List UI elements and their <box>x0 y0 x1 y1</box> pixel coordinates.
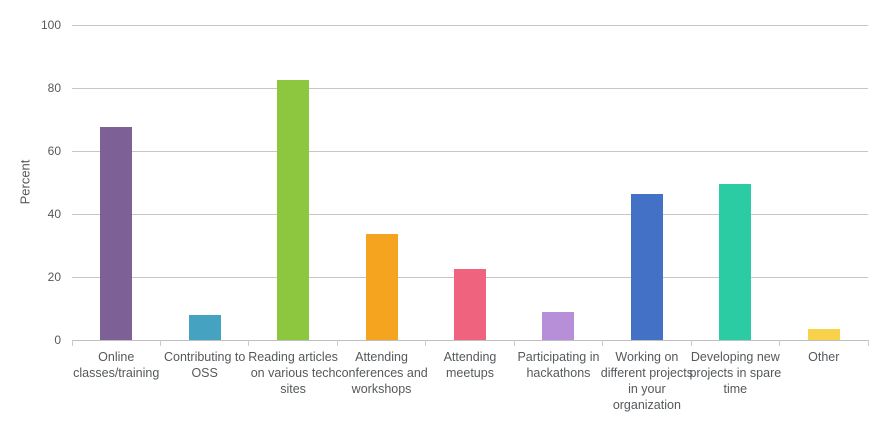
bar <box>542 311 575 340</box>
gridline <box>72 150 868 152</box>
x-axis-boundary-tick <box>248 340 250 346</box>
category-label: Reading articles on various tech sites <box>248 350 338 396</box>
bar <box>807 328 840 340</box>
category-label: Online classes/training <box>73 350 160 380</box>
x-axis-boundary-tick <box>867 340 869 346</box>
x-axis-boundary-tick <box>71 340 73 346</box>
category-label: Attending conferences and workshops <box>335 350 428 396</box>
x-axis-boundary-tick <box>602 340 604 346</box>
y-axis-title: Percent <box>17 159 33 205</box>
category-label: Other <box>808 350 840 364</box>
bar <box>277 80 310 340</box>
bar <box>630 193 663 340</box>
bar <box>100 127 133 340</box>
y-tick-label: 20 <box>47 270 61 284</box>
bar <box>454 269 486 340</box>
category-label: Contributing to OSS <box>164 350 246 380</box>
y-tick-label: 100 <box>40 18 61 32</box>
y-tick-label: 80 <box>47 81 61 95</box>
x-axis-boundary-tick <box>513 340 515 346</box>
y-tick-label: 0 <box>54 333 61 347</box>
x-axis-boundary-tick <box>425 340 427 346</box>
category-label: Developing new projects in spare time <box>689 350 782 396</box>
x-axis-boundary-tick <box>690 340 692 346</box>
y-tick-label: 60 <box>47 144 61 158</box>
bar <box>719 184 752 340</box>
bar <box>365 234 398 340</box>
category-label: Working on different projects in your or… <box>600 350 693 412</box>
gridline <box>72 213 868 215</box>
x-axis-boundary-tick <box>159 340 161 346</box>
x-axis-line <box>72 339 868 341</box>
x-axis-boundary-tick <box>779 340 781 346</box>
y-tick-label: 40 <box>47 207 61 221</box>
category-label: Attending meetups <box>443 350 497 380</box>
x-axis-boundary-tick <box>336 340 338 346</box>
gridline <box>72 24 868 26</box>
gridline <box>72 87 868 89</box>
category-label: Participating in hackathons <box>517 350 600 380</box>
bar <box>188 314 221 340</box>
